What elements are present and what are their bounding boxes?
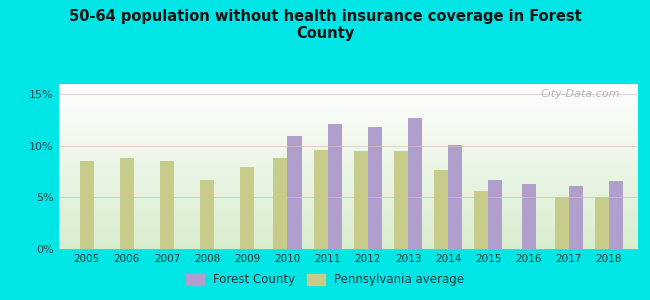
Bar: [569, 186, 583, 249]
Bar: [160, 161, 174, 249]
Bar: [488, 180, 502, 249]
Bar: [79, 161, 94, 249]
Bar: [287, 136, 302, 249]
Bar: [120, 158, 134, 249]
Bar: [521, 184, 536, 249]
Text: 50-64 population without health insurance coverage in Forest
County: 50-64 population without health insuranc…: [69, 9, 581, 41]
Bar: [595, 197, 609, 249]
Bar: [313, 150, 328, 249]
Bar: [274, 158, 287, 249]
Bar: [394, 151, 408, 249]
Bar: [368, 127, 382, 249]
Text: City-Data.com: City-Data.com: [540, 89, 619, 99]
Bar: [609, 181, 623, 249]
Bar: [554, 197, 569, 249]
Bar: [408, 118, 422, 249]
Bar: [200, 180, 214, 249]
Bar: [434, 169, 448, 249]
Bar: [474, 191, 488, 249]
Bar: [448, 145, 462, 249]
Bar: [240, 167, 254, 249]
Legend: Forest County, Pennsylvania average: Forest County, Pennsylvania average: [181, 269, 469, 291]
Bar: [354, 151, 368, 249]
Bar: [328, 124, 342, 249]
